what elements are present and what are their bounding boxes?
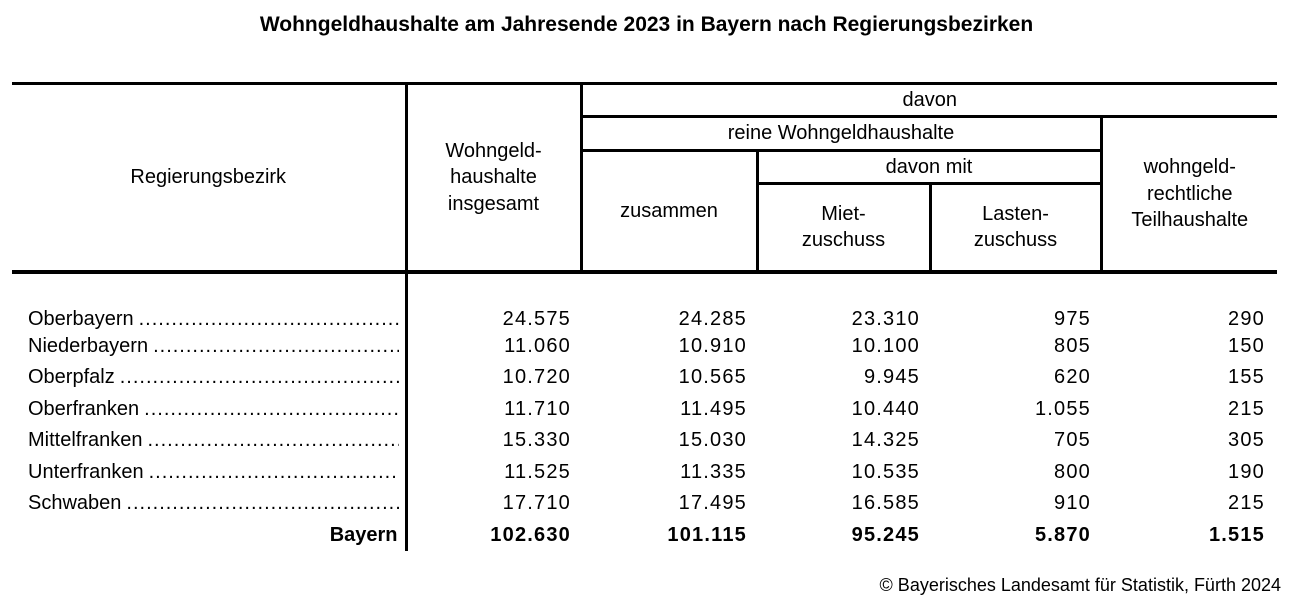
row-label-cell: Niederbayern ...........................… [12,330,408,363]
table-row-mittelfranken: Mittelfranken ..........................… [12,425,1277,457]
cell-mietzuschuss: 95.245 [851,523,920,546]
cell-mietzuschuss: 9.945 [863,366,920,389]
cell-lastenzuschuss: 1.055 [1034,397,1091,420]
table-row-schwaben: Schwaben ...............................… [12,488,1277,520]
row-label-cell: Oberpfalz ..............................… [12,362,408,394]
copyright-notice: © Bayerisches Landesamt für Statistik, F… [879,575,1281,595]
cell-lastenzuschuss: 910 [1054,492,1091,515]
cell-insgesamt: 15.330 [502,429,571,452]
table-row-oberfranken: Oberfranken ............................… [12,393,1277,426]
cell-teilhaushalte: 190 [1228,460,1265,483]
header-row-3: zusammen davon mit [12,150,1277,274]
header-row-1: Regierungsbezirk Wohngeld- haushalte ins… [12,81,1277,274]
cell-zusammen: 10.910 [678,334,747,357]
header-row-2: reine Wohngeldhaushalte wohngeld- rechtl… [12,116,1277,274]
wohngeld-table: Regierungsbezirk Wohngeld- haushalte ins… [12,81,1277,552]
cell-teilhaushalte: 215 [1228,397,1265,420]
cell-zusammen: 10.565 [678,366,747,389]
header-davon-mit: davon mit [757,150,1103,186]
table-row-unterfranken: Unterfranken ...........................… [12,456,1277,489]
header-mietzuschuss: Miet- zuschuss [757,183,932,274]
header-insgesamt: Wohngeld- haushalte insgesamt [406,81,583,274]
cell-teilhaushalte: 1.515 [1208,523,1265,546]
cell-zusammen: 15.030 [678,429,747,452]
row-label-cell: Unterfranken ...........................… [12,456,408,489]
row-label: Oberpfalz [28,366,115,389]
leader-dots: ........................................… [138,307,399,330]
table-row-oberpfalz: Oberpfalz ..............................… [12,362,1277,394]
leader-dots: ........................................… [119,366,399,389]
cell-lastenzuschuss: 620 [1054,366,1091,389]
cell-insgesamt: 11.710 [504,397,571,420]
cell-insgesamt: 24.575 [502,307,571,330]
header-teilhaushalte: wohngeld- rechtliche Teilhaushalte [1099,116,1277,274]
row-label-cell: Mittelfranken ..........................… [12,425,408,457]
total-label-cell: Bayern [12,519,408,552]
row-label: Oberfranken [28,397,140,420]
header-reine-wohngeldhaushalte: reine Wohngeldhaushalte [581,116,1103,152]
cell-insgesamt: 10.720 [502,366,571,389]
leader-dots: ........................................… [147,429,399,452]
table-header: Regierungsbezirk Wohngeld- haushalte ins… [12,81,1277,274]
row-label-cell: Oberfranken ............................… [12,393,408,426]
row-label: Unterfranken [28,460,144,483]
leader-dots: ........................................… [153,334,399,357]
table-row-bayern-total: Bayern 102.630 101.115 95.245 5.870 1.51… [12,519,1277,552]
row-label: Niederbayern [28,334,149,357]
row-label: Mittelfranken [28,429,143,452]
cell-zusammen: 101.115 [667,523,747,546]
cell-teilhaushalte: 155 [1228,366,1265,389]
cell-lastenzuschuss: 800 [1054,460,1091,483]
cell-mietzuschuss: 23.310 [851,307,920,330]
leader-dots: ........................................… [126,492,398,515]
cell-teilhaushalte: 305 [1228,429,1265,452]
header-row-4: Miet- zuschuss Lasten- zuschuss [12,183,1277,274]
header-zusammen: zusammen [581,150,759,274]
table-row-oberbayern: Oberbayern .............................… [12,271,1277,331]
cell-insgesamt: 11.060 [504,334,571,357]
cell-zusammen: 24.285 [678,307,747,330]
cell-lastenzuschuss: 705 [1054,429,1091,452]
cell-insgesamt: 17.710 [502,492,571,515]
page-title: Wohngeldhaushalte am Jahresende 2023 in … [259,13,1034,36]
row-label-cell: Schwaben ...............................… [12,488,408,520]
header-lastenzuschuss: Lasten- zuschuss [930,183,1103,274]
cell-teilhaushalte: 150 [1228,334,1265,357]
table-row-niederbayern: Niederbayern ...........................… [12,330,1277,363]
cell-zusammen: 11.335 [680,460,747,483]
row-label: Schwaben [28,492,122,515]
cell-mietzuschuss: 10.440 [851,397,920,420]
leader-dots: ........................................… [148,460,399,483]
cell-zusammen: 17.495 [678,492,747,515]
header-davon: davon [581,81,1277,119]
cell-lastenzuschuss: 975 [1054,307,1091,330]
header-regierungsbezirk: Regierungsbezirk [12,81,408,274]
cell-lastenzuschuss: 805 [1054,334,1091,357]
cell-teilhaushalte: 215 [1228,492,1265,515]
cell-mietzuschuss: 10.535 [851,460,920,483]
row-label: Oberbayern [28,307,134,330]
leader-dots: ........................................… [144,397,399,420]
table-body: Oberbayern .............................… [12,271,1277,552]
cell-insgesamt: 102.630 [490,523,571,546]
cell-mietzuschuss: 14.325 [851,429,920,452]
cell-mietzuschuss: 16.585 [851,492,920,515]
cell-mietzuschuss: 10.100 [851,334,920,357]
cell-zusammen: 11.495 [680,397,747,420]
cell-insgesamt: 11.525 [504,460,571,483]
cell-teilhaushalte: 290 [1228,307,1265,330]
cell-lastenzuschuss: 5.870 [1034,523,1091,546]
row-label-cell: Oberbayern .............................… [12,271,408,331]
